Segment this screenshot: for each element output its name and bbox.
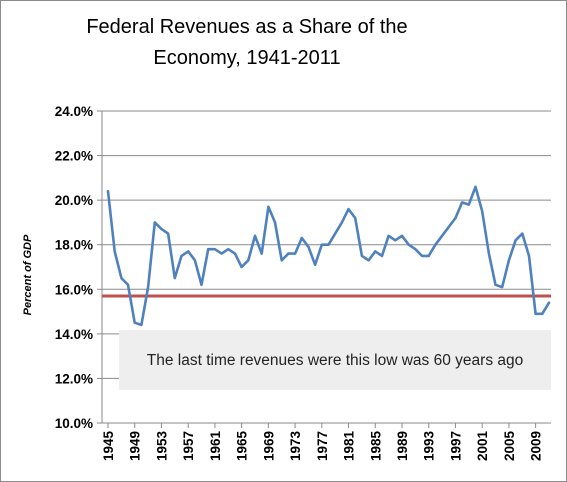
y-tick-label: 22.0% — [55, 149, 93, 164]
x-tick-label: 1961 — [208, 431, 223, 462]
chart-title-line-2: Economy, 1941-2011 — [153, 47, 340, 69]
x-tick-label: 1989 — [395, 431, 410, 461]
x-tick-label: 2005 — [502, 431, 517, 462]
x-tick-label: 1985 — [368, 431, 383, 462]
y-tick-label: 18.0% — [55, 238, 93, 253]
x-axis-ticks: 1945 1949 1953 1957 1961 1965 1969 1973 1977 1981… — [101, 423, 544, 461]
y-tick-label: 16.0% — [55, 282, 93, 297]
y-tick-label: 12.0% — [55, 371, 93, 386]
x-tick-label: 1945 — [101, 431, 116, 462]
series-line — [106, 185, 551, 327]
annotation-box — [119, 330, 551, 390]
chart-title-line-1: Federal Revenues as a Share of the — [86, 16, 407, 38]
x-tick-label: 1981 — [342, 431, 357, 462]
y-axis-title: Percent of GDP — [22, 234, 34, 315]
x-tick-label: 1973 — [288, 431, 303, 462]
y-tick-label: 10.0% — [55, 416, 93, 431]
x-tick-label: 1993 — [422, 431, 437, 462]
y-tick-label: 14.0% — [55, 327, 93, 342]
x-tick-label: 2009 — [529, 431, 544, 461]
x-tick-label: 1997 — [448, 431, 463, 461]
y-tick-label: 20.0% — [55, 193, 93, 208]
x-tick-label: 2001 — [475, 431, 490, 462]
y-axis-ticks: 10.0% 12.0% 14.0% 16.0% 18.0% 20.0% 22.0% 24.0% — [55, 104, 102, 431]
x-tick-label: 1949 — [128, 431, 143, 461]
x-tick-label: 1977 — [315, 431, 330, 461]
x-tick-label: 1957 — [181, 431, 196, 461]
annotation-text: The last time revenues were this low was… — [147, 352, 523, 369]
x-tick-label: 1969 — [261, 431, 276, 461]
x-tick-label: 1965 — [235, 431, 250, 462]
y-tick-label: 24.0% — [55, 104, 93, 119]
x-tick-label: 1953 — [154, 431, 169, 462]
